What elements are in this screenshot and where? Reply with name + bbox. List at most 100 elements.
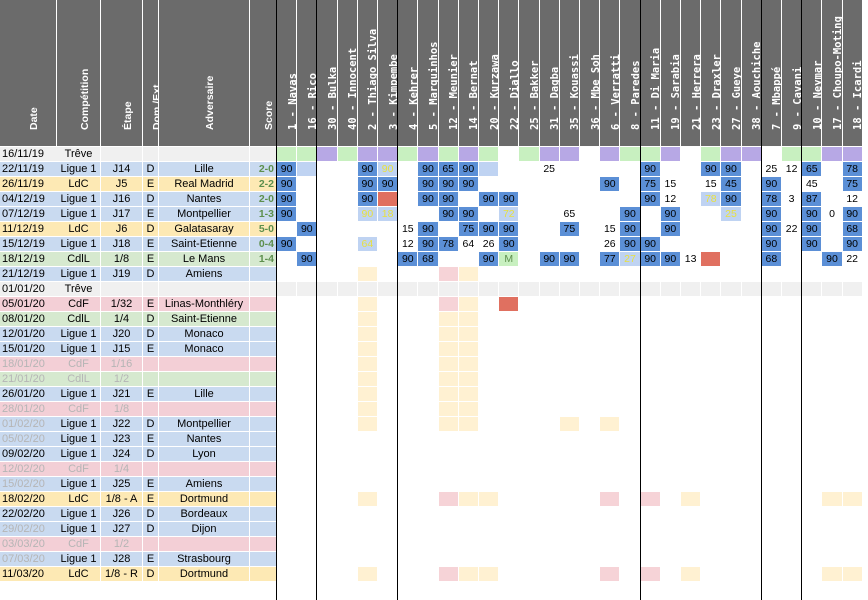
player-cell[interactable]: 75 xyxy=(458,222,478,236)
cell-date[interactable]: 22/11/19 xyxy=(0,162,58,176)
player-cell[interactable] xyxy=(802,357,821,371)
player-cell[interactable] xyxy=(297,327,316,341)
player-cell[interactable] xyxy=(741,282,761,296)
player-cell[interactable] xyxy=(560,177,579,191)
player-cell[interactable] xyxy=(620,357,639,371)
player-cell[interactable] xyxy=(317,177,336,191)
player-cell[interactable] xyxy=(600,537,619,551)
player-cell[interactable] xyxy=(277,372,296,386)
player-cell[interactable] xyxy=(580,372,599,386)
player-cell[interactable] xyxy=(357,357,377,371)
player-cell[interactable] xyxy=(459,432,478,446)
player-cell[interactable] xyxy=(661,237,680,251)
player-cell[interactable] xyxy=(540,312,559,326)
player-cell[interactable] xyxy=(358,462,377,476)
player-cell[interactable] xyxy=(701,297,720,311)
player-cell[interactable] xyxy=(762,417,781,431)
player-cell[interactable] xyxy=(802,432,821,446)
player-cell[interactable] xyxy=(681,267,700,281)
player-cell[interactable] xyxy=(479,462,498,476)
player-column-header[interactable]: 36 - Mbe Soh xyxy=(580,0,602,146)
player-cell[interactable] xyxy=(398,417,417,431)
cell-step[interactable]: J16 xyxy=(101,192,142,206)
cell-date[interactable]: 18/01/20 xyxy=(0,357,58,371)
player-cell[interactable] xyxy=(822,357,841,371)
player-cell[interactable] xyxy=(378,297,397,311)
player-cell[interactable] xyxy=(762,447,781,461)
player-column-header[interactable]: 30 - Bulka xyxy=(317,0,339,146)
player-cell[interactable] xyxy=(701,357,720,371)
player-cell[interactable] xyxy=(378,372,397,386)
player-cell[interactable] xyxy=(661,462,680,476)
player-cell[interactable] xyxy=(277,222,296,236)
player-cell[interactable]: 90 xyxy=(721,162,741,176)
player-column-header[interactable]: 38 - Aouchiche xyxy=(741,0,763,146)
player-cell[interactable] xyxy=(560,267,579,281)
player-cell[interactable] xyxy=(822,477,841,491)
cell-score[interactable] xyxy=(250,372,276,386)
cell-opp[interactable]: Strasbourg xyxy=(159,552,249,566)
player-cell[interactable]: 75 xyxy=(842,177,862,191)
player-column-header[interactable]: 11 - Di Maria xyxy=(640,0,662,146)
cell-date[interactable]: 12/02/20 xyxy=(0,462,58,476)
player-cell[interactable]: 13 xyxy=(681,252,700,266)
cell-home[interactable]: E xyxy=(143,252,158,266)
player-cell[interactable] xyxy=(499,567,518,581)
player-cell[interactable] xyxy=(378,267,397,281)
player-cell[interactable] xyxy=(358,477,377,491)
player-cell[interactable] xyxy=(842,147,862,161)
player-cell[interactable] xyxy=(479,447,498,461)
player-cell[interactable] xyxy=(499,432,518,446)
player-cell[interactable] xyxy=(681,147,700,161)
cell-step[interactable]: J17 xyxy=(101,207,142,221)
player-cell[interactable] xyxy=(600,312,619,326)
player-cell[interactable] xyxy=(742,207,761,221)
player-cell[interactable] xyxy=(519,147,539,161)
player-cell[interactable] xyxy=(701,252,721,266)
player-cell[interactable]: 90 xyxy=(277,237,297,251)
player-cell[interactable] xyxy=(479,372,498,386)
player-cell[interactable] xyxy=(297,312,316,326)
player-cell[interactable] xyxy=(317,207,336,221)
player-cell[interactable] xyxy=(843,297,862,311)
player-cell[interactable] xyxy=(519,462,538,476)
player-cell[interactable] xyxy=(317,357,336,371)
player-cell[interactable] xyxy=(540,357,559,371)
cell-date[interactable]: 07/12/19 xyxy=(0,207,58,221)
player-cell[interactable] xyxy=(782,552,801,566)
player-cell[interactable] xyxy=(620,342,639,356)
cell-step[interactable]: J20 xyxy=(101,327,142,341)
player-cell[interactable] xyxy=(519,207,538,221)
player-cell[interactable] xyxy=(600,477,619,491)
player-cell[interactable] xyxy=(479,432,498,446)
player-cell[interactable] xyxy=(378,537,397,551)
player-cell[interactable] xyxy=(338,222,357,236)
cell-date[interactable]: 05/02/20 xyxy=(0,432,58,446)
player-cell[interactable]: 68 xyxy=(842,222,862,236)
player-cell[interactable] xyxy=(822,387,841,401)
player-cell[interactable]: 90 xyxy=(761,207,781,221)
player-cell[interactable] xyxy=(398,402,417,416)
player-cell[interactable] xyxy=(681,357,700,371)
player-cell[interactable] xyxy=(742,537,761,551)
player-cell[interactable] xyxy=(519,432,538,446)
player-cell[interactable] xyxy=(822,447,841,461)
player-cell[interactable]: 68 xyxy=(418,252,438,266)
player-cell[interactable] xyxy=(822,177,841,191)
player-cell[interactable] xyxy=(297,537,316,551)
player-cell[interactable]: 90 xyxy=(822,252,842,266)
cell-home[interactable] xyxy=(143,462,158,476)
player-cell[interactable] xyxy=(277,552,296,566)
player-column-header[interactable]: 6 - Verratti xyxy=(600,0,622,146)
player-cell[interactable] xyxy=(681,207,700,221)
cell-date[interactable]: 11/12/19 xyxy=(0,222,58,236)
player-cell[interactable] xyxy=(438,402,458,416)
player-cell[interactable] xyxy=(297,162,317,176)
cell-home[interactable]: D xyxy=(143,192,158,206)
player-cell[interactable] xyxy=(499,507,518,521)
player-cell[interactable] xyxy=(742,462,761,476)
cell-score[interactable] xyxy=(250,417,276,431)
player-cell[interactable]: 68 xyxy=(761,252,781,266)
cell-comp[interactable]: LdC xyxy=(57,222,100,236)
cell-step[interactable]: 1/8 xyxy=(101,402,142,416)
